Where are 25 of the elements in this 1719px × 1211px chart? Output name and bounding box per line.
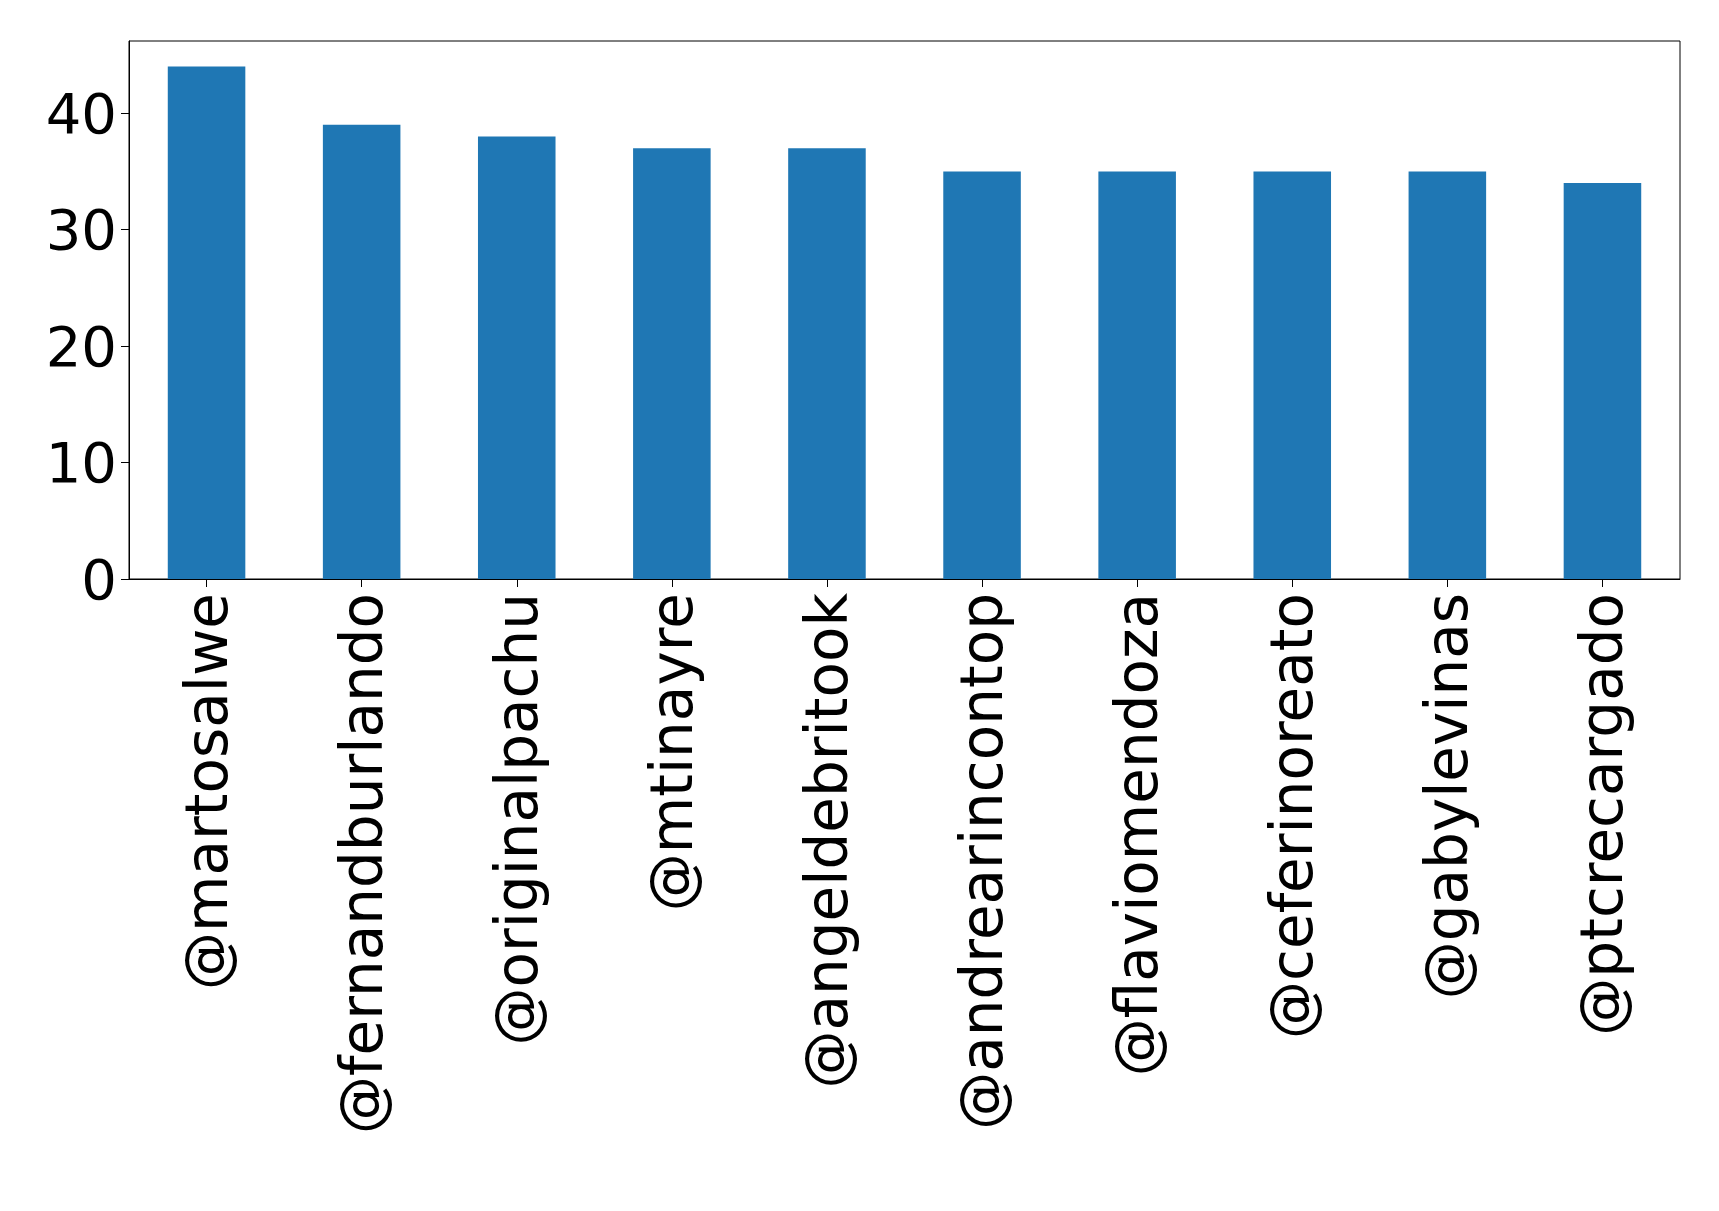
bar [943, 171, 1021, 579]
x-tick-label: @ceferinoreato [1258, 593, 1327, 1039]
bar [633, 148, 711, 579]
x-tick-label: @martosalwe [172, 593, 241, 991]
x-tick-label: @mtinayre [637, 593, 706, 912]
bar [1408, 171, 1487, 579]
x-tick-label: @flaviomendoza [1103, 593, 1172, 1077]
bar [1253, 171, 1332, 579]
x-tick-label: @fernandburlando [327, 593, 396, 1134]
y-tick-label: 10 [45, 430, 117, 496]
bar [322, 124, 401, 579]
x-tick-label: @gabylevinas [1413, 593, 1482, 1000]
bar [788, 148, 866, 579]
x-tick-label: @andrearincontop [948, 593, 1017, 1130]
y-tick-label: 30 [45, 197, 117, 263]
bar [1098, 171, 1176, 579]
x-tick-label: @ptcrecargado [1568, 593, 1637, 1036]
x-tick-label: @angeldebritook [792, 592, 861, 1089]
x-tick-label: @originalpachu [482, 593, 551, 1046]
y-tick-label: 20 [45, 313, 117, 379]
bar [477, 136, 556, 579]
bar [167, 66, 246, 579]
y-tick-label: 0 [81, 546, 117, 612]
bar [1563, 183, 1642, 579]
y-tick-label: 40 [45, 80, 117, 146]
